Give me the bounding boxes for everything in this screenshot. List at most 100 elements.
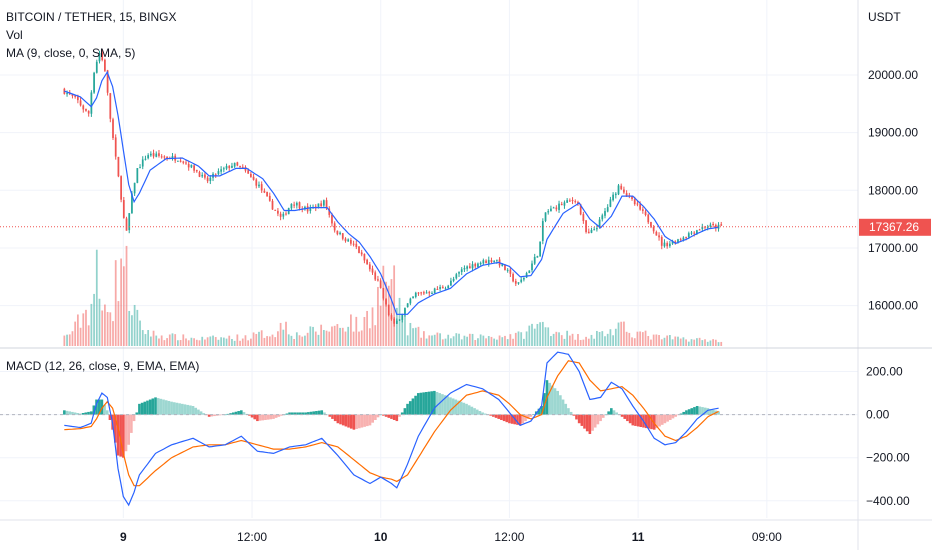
candle-body: [182, 161, 185, 163]
candle-body: [477, 263, 479, 267]
candle-body: [420, 292, 423, 294]
candle-body: [709, 224, 712, 227]
candle-body: [412, 296, 414, 299]
candle-body: [93, 72, 95, 93]
candle-body: [506, 269, 509, 271]
volume-bar: [620, 321, 623, 346]
macd-histogram-bar: [639, 414, 643, 427]
macd-histogram-bar: [478, 411, 482, 415]
macd-histogram-bar: [580, 414, 584, 426]
volume-bar: [690, 339, 693, 346]
macd-histogram-bar: [159, 398, 163, 415]
volume-bar: [698, 337, 701, 346]
volume-bar: [82, 313, 85, 346]
volume-bar: [404, 309, 406, 346]
volume-bar: [558, 332, 560, 346]
macd-histogram-bar: [87, 411, 90, 415]
macd-histogram-bar: [191, 406, 195, 415]
macd-histogram-bar: [234, 411, 238, 415]
macd-histogram-bar: [290, 412, 294, 415]
candle-body: [479, 262, 482, 265]
candle-body: [631, 195, 633, 200]
volume-bar: [185, 338, 187, 346]
volume-bar: [687, 341, 690, 346]
candle-body: [263, 190, 266, 193]
vol-indicator-label[interactable]: Vol: [6, 28, 23, 42]
macd-histogram-bar: [475, 409, 479, 415]
volume-bar: [671, 339, 674, 346]
candle-body: [255, 179, 258, 186]
volume-bar: [128, 310, 131, 346]
macd-histogram-bar: [280, 414, 283, 416]
candle-body: [152, 153, 155, 157]
volume-bar: [98, 298, 101, 346]
volume-bar: [436, 332, 439, 346]
volume-bar: [333, 325, 336, 346]
candle-body: [612, 194, 614, 201]
volume-bar: [441, 339, 444, 346]
macd-histogram-bar: [591, 414, 594, 431]
volume-bar: [317, 334, 320, 346]
volume-bar: [101, 310, 104, 346]
candle-body: [285, 213, 287, 215]
candle-body: [609, 199, 612, 207]
macd-histogram-bar: [446, 396, 450, 415]
volume-bar: [450, 338, 452, 346]
macd-histogram-bar: [199, 411, 203, 415]
macd-histogram-bar: [564, 403, 568, 415]
macd-histogram-bar: [459, 401, 463, 415]
candle-body: [495, 259, 498, 261]
macd-histogram-bar: [336, 414, 340, 424]
macd-histogram-bar: [258, 414, 262, 421]
candle-body: [590, 229, 593, 233]
volume-bar: [652, 334, 655, 346]
candle-body: [512, 273, 514, 282]
macd-histogram-bar: [272, 414, 275, 419]
candle-body: [452, 278, 455, 281]
macd-histogram-bar: [521, 414, 525, 424]
volume-bar: [712, 339, 715, 346]
macd-histogram-bar: [175, 402, 179, 415]
volume-bar: [74, 321, 77, 346]
volume-bar: [714, 339, 717, 346]
macd-histogram-bar: [542, 393, 546, 415]
volume-bar: [363, 317, 366, 346]
candle-body: [663, 242, 666, 247]
volume-bar: [106, 312, 109, 346]
volume-bar: [609, 329, 612, 346]
candle-body: [87, 110, 90, 114]
candle-body: [136, 168, 139, 183]
macd-histogram-bar: [288, 412, 291, 415]
candle-body: [468, 266, 471, 269]
macd-histogram-bar: [213, 414, 216, 417]
macd-histogram-bar: [706, 408, 710, 415]
candle-body: [593, 229, 596, 231]
candle-body: [290, 203, 293, 209]
macd-histogram-bar: [138, 403, 141, 415]
volume-bar: [347, 326, 350, 346]
candle-body: [125, 218, 128, 231]
candle-body: [249, 173, 252, 177]
candle-body: [179, 160, 182, 162]
candle-body: [414, 292, 417, 297]
volume-bar: [271, 334, 274, 346]
volume-bar: [468, 333, 471, 346]
price-axis-label: 16000.00: [868, 299, 918, 313]
ma-indicator-label[interactable]: MA (9, close, 0, SMA, 5): [6, 46, 136, 60]
macd-histogram-bar: [384, 414, 388, 417]
macd-histogram-bar: [328, 414, 332, 417]
macd-indicator-label[interactable]: MACD (12, 26, close, 9, EMA, EMA): [6, 359, 200, 373]
volume-bar: [463, 335, 466, 346]
macd-histogram-bar: [703, 407, 707, 415]
time-axis-label: 10: [374, 530, 388, 544]
volume-bar: [331, 326, 333, 346]
candle-body: [658, 235, 660, 238]
macd-histogram-bar: [433, 390, 436, 415]
volume-bar: [423, 331, 425, 346]
candle-body: [517, 282, 520, 284]
candlestick-series: [63, 49, 723, 327]
macd-histogram-bar: [695, 406, 699, 415]
volume-bar: [136, 309, 139, 346]
macd-histogram-bar: [631, 414, 635, 426]
